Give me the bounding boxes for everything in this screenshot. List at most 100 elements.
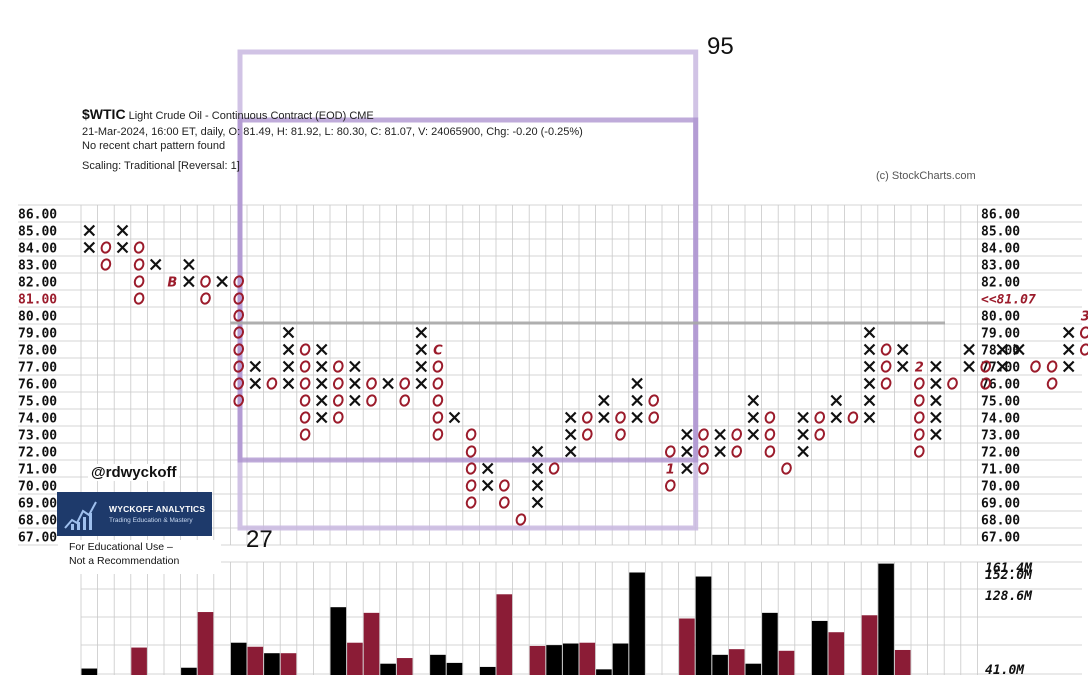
author-handle: @rdwyckoff xyxy=(88,464,180,481)
pnf-o-mark xyxy=(980,377,992,390)
pnf-x-mark xyxy=(631,411,643,424)
pnf-x-mark xyxy=(481,479,494,492)
volume-bar xyxy=(197,612,214,675)
pnf-x-mark xyxy=(863,411,876,424)
pnf-o-mark xyxy=(581,428,593,441)
pnf-o-mark xyxy=(200,275,211,288)
pnf-mark-label: C xyxy=(433,344,443,359)
pnf-o-mark xyxy=(233,292,245,305)
lower-count-label: 27 xyxy=(246,526,273,553)
pnf-x-mark xyxy=(315,411,328,424)
pnf-x-mark xyxy=(415,377,428,390)
stockcharts-credit: (c) StockCharts.com xyxy=(876,170,976,182)
pnf-o-mark xyxy=(648,411,660,424)
pnf-x-mark xyxy=(631,377,643,390)
pnf-x-mark xyxy=(183,275,195,288)
pnf-o-mark xyxy=(913,377,925,390)
pnf-o-mark xyxy=(100,258,112,271)
pnf-x-mark xyxy=(863,394,876,407)
pnf-o-mark xyxy=(299,394,311,407)
pnf-x-mark xyxy=(183,258,195,271)
volume-bar xyxy=(546,645,562,675)
pnf-x-mark xyxy=(747,394,760,407)
pnf-x-mark xyxy=(282,377,295,390)
pnf-o-mark xyxy=(299,411,311,424)
volume-bar xyxy=(380,663,396,675)
symbol-label: $WTIC xyxy=(82,106,126,122)
price-label-left: 73.00 xyxy=(18,429,57,444)
pnf-x-mark xyxy=(863,326,876,339)
volume-bar xyxy=(562,643,579,675)
pnf-o-mark xyxy=(980,360,992,373)
volume-bar xyxy=(81,668,98,675)
volume-axis-label: 161.4M xyxy=(985,561,1033,576)
pnf-o-mark xyxy=(664,445,676,458)
price-label-left: 82.00 xyxy=(18,276,57,291)
pnf-o-mark xyxy=(913,411,925,424)
pnf-o-mark xyxy=(1046,360,1058,373)
pnf-o-mark xyxy=(432,428,444,441)
pnf-x-mark xyxy=(896,360,909,373)
pnf-o-mark xyxy=(814,411,826,424)
pnf-o-mark xyxy=(332,377,344,390)
pnf-o-mark xyxy=(880,360,892,373)
price-label-right: 70.00 xyxy=(981,480,1020,495)
pnf-o-mark xyxy=(299,428,311,441)
pnf-x-mark xyxy=(996,360,1009,373)
price-label-left: 75.00 xyxy=(18,395,57,410)
pnf-o-mark xyxy=(299,360,311,373)
volume-bar xyxy=(247,646,264,675)
pnf-x-mark xyxy=(83,241,96,254)
volume-bar xyxy=(280,653,297,675)
pnf-o-mark xyxy=(233,394,245,407)
pnf-o-mark xyxy=(133,275,145,288)
pnf-x-mark xyxy=(747,411,760,424)
pnf-o-mark xyxy=(698,462,709,475)
pnf-o-mark xyxy=(133,292,145,305)
volume-bar xyxy=(363,612,380,675)
upper-count-label: 95 xyxy=(707,33,734,60)
price-label-right: 73.00 xyxy=(981,429,1020,444)
pnf-x-mark xyxy=(1062,326,1075,339)
pnf-x-mark xyxy=(930,411,942,424)
chart-logo-icon xyxy=(64,501,97,530)
price-label-right: 84.00 xyxy=(981,242,1020,257)
price-label-right: 80.00 xyxy=(981,310,1020,325)
pnf-x-mark xyxy=(349,377,361,390)
pnf-x-mark xyxy=(349,394,361,407)
volume-axis-label: 128.6M xyxy=(985,589,1033,604)
pnf-o-mark xyxy=(548,462,560,475)
pnf-x-mark xyxy=(282,326,295,339)
price-label-left: 72.00 xyxy=(18,446,57,461)
pnf-o-mark xyxy=(432,360,444,373)
volume-bar xyxy=(446,662,463,675)
pnf-x-mark xyxy=(315,360,328,373)
volume-bar xyxy=(496,594,513,675)
price-label-right: 74.00 xyxy=(981,412,1020,427)
volume-bar xyxy=(131,647,147,675)
pnf-x-mark xyxy=(714,428,726,441)
pnf-o-mark xyxy=(615,411,626,424)
pnf-x-mark xyxy=(315,394,328,407)
pnf-x-mark xyxy=(415,326,428,339)
price-label-right: 83.00 xyxy=(981,259,1020,274)
price-label-right: 71.00 xyxy=(981,463,1020,478)
pnf-x-mark xyxy=(315,377,328,390)
pnf-o-mark xyxy=(498,496,510,509)
pnf-x-mark xyxy=(797,445,809,458)
disclaimer: For Educational Use – Not a Recommendati… xyxy=(58,540,221,574)
price-label-right: 75.00 xyxy=(981,395,1020,410)
volume-bar xyxy=(878,563,894,675)
pnf-o-mark xyxy=(1079,326,1088,339)
volume-bar xyxy=(264,653,280,675)
pnf-x-mark xyxy=(564,411,577,424)
price-label-right: 76.00 xyxy=(981,378,1020,393)
pnf-o-mark xyxy=(432,411,444,424)
pnf-x-mark xyxy=(1062,360,1075,373)
pattern-line: No recent chart pattern found xyxy=(82,140,226,152)
pnf-o-mark xyxy=(233,360,245,373)
pnf-x-mark xyxy=(930,377,942,390)
pnf-x-mark xyxy=(249,360,262,373)
volume-bar xyxy=(745,663,762,675)
pnf-o-mark xyxy=(133,258,145,271)
